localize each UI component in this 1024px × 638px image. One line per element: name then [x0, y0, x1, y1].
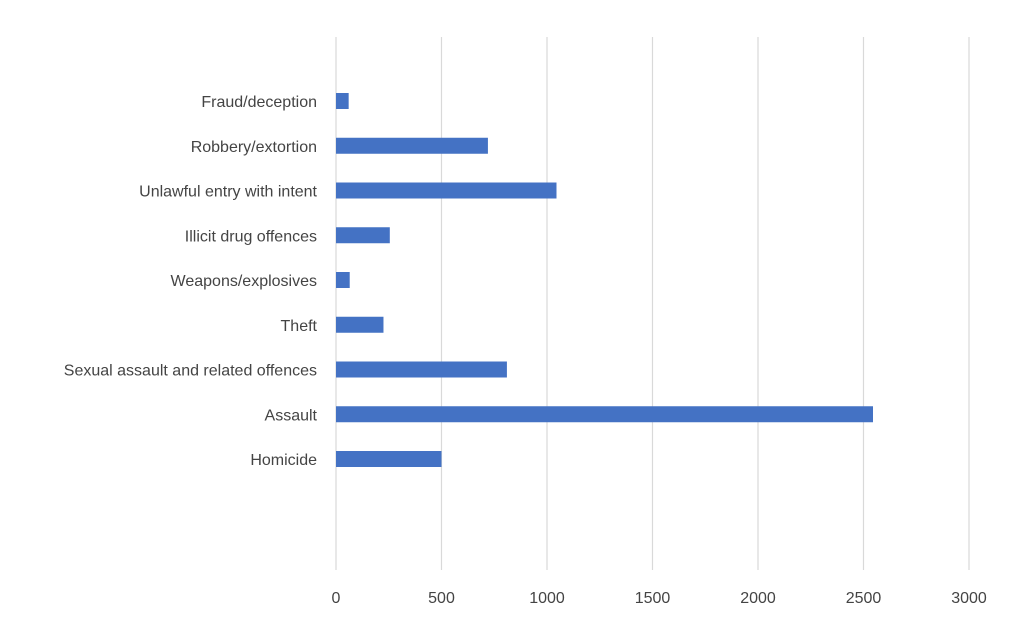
category-axis-labels: Fraud/deception Robbery/extortion Unlawful…	[64, 94, 318, 469]
x-tick-label: 1000	[529, 590, 565, 607]
bar	[336, 272, 350, 288]
x-tick-label: 2500	[846, 590, 882, 607]
bar	[336, 361, 507, 378]
bar	[336, 137, 488, 154]
x-tick-label: 1500	[635, 590, 671, 607]
x-tick-label: 2000	[740, 590, 776, 607]
bar	[336, 182, 557, 199]
category-label: Robbery/extortion	[191, 139, 317, 156]
bar	[336, 406, 873, 423]
bar	[336, 316, 384, 333]
bar	[336, 227, 390, 244]
category-label: Homicide	[250, 452, 317, 469]
x-tick-label: 0	[332, 590, 341, 607]
bar	[336, 93, 349, 109]
value-axis-tick-labels: 0 500 1000 1500 2000 2500 3000	[332, 590, 987, 607]
x-tick-label: 500	[428, 590, 455, 607]
category-label: Illicit drug offences	[185, 228, 317, 245]
category-label: Sexual assault and related offences	[64, 363, 317, 380]
x-tick-label: 3000	[951, 590, 987, 607]
category-label: Assault	[265, 407, 318, 424]
category-label: Fraud/deception	[201, 94, 317, 111]
category-label: Theft	[281, 318, 318, 335]
category-label: Weapons/explosives	[171, 273, 317, 290]
bar-series	[336, 93, 873, 467]
category-label: Unlawful entry with intent	[139, 184, 317, 201]
vertical-gridlines	[335, 37, 970, 570]
bar	[336, 451, 442, 467]
